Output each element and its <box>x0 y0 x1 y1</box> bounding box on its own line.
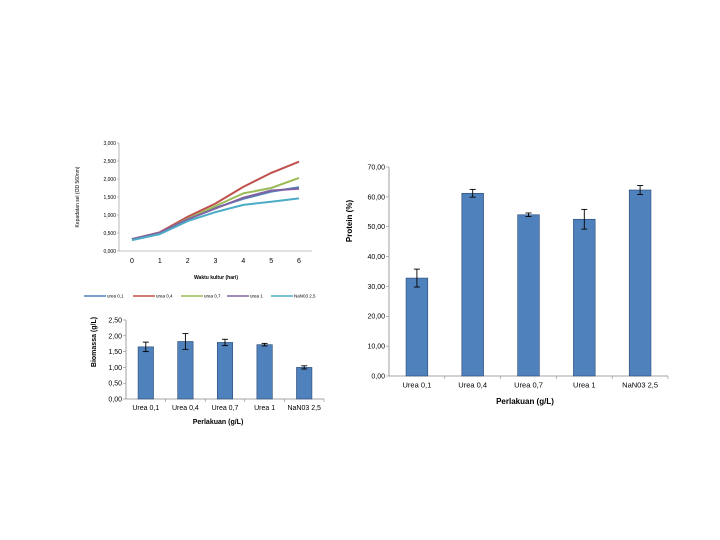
line-chart-x-tick-label: 3 <box>214 258 218 265</box>
biomassa-category-label-5: NaN03 2,5 <box>287 405 321 412</box>
line-chart-y-tick-label: 1,000 <box>103 213 116 219</box>
legend-label-1: urea 0,1 <box>107 294 124 299</box>
protein-y-tick-label: 40,00 <box>367 254 385 261</box>
biomassa-y-tick-label: 2,00 <box>108 333 122 340</box>
line-chart-ylabel: Kepadatan sel (OD 560nm) <box>75 166 81 227</box>
biomassa-ylabel: Biomassa (g/L) <box>91 317 98 367</box>
protein-xlabel: Perlakuan (g/L) <box>496 397 554 406</box>
biomassa-category-label-1: Urea 0,1 <box>132 405 159 412</box>
protein-bar-2 <box>461 192 484 377</box>
line-chart-y-tick-label: 1,500 <box>103 195 116 201</box>
biomassa-y-tick-label: 0,50 <box>108 381 122 388</box>
protein-bar-5 <box>628 189 652 377</box>
protein-y-tick-label: 70,00 <box>367 164 385 171</box>
line-chart-x-tick-label: 2 <box>186 258 190 265</box>
protein-category-label-5: NaN03 2,5 <box>622 381 658 390</box>
line-chart-y-tick-label: 0,000 <box>103 249 116 255</box>
protein-bar-3 <box>517 214 540 377</box>
protein-y-tick-label: 20,00 <box>367 314 385 321</box>
legend-label-2: urea 0,4 <box>156 294 173 299</box>
biomassa-xlabel: Perlakuan (g/L) <box>193 419 244 426</box>
protein-category-label-1: Urea 0,1 <box>403 381 432 390</box>
line-series-4 <box>131 187 300 241</box>
biomassa-plot: 0,00 0,50 1,00 1,50 2,00 2,50 Urea 0,1 Urea 0,4… <box>108 317 325 412</box>
biomassa-y-tick-label: 1,00 <box>108 365 122 372</box>
protein-y-tick-label: 30,00 <box>367 284 385 291</box>
line-chart-xlabel: Waktu kultur (hari) <box>194 275 238 281</box>
protein-plot: 0,00 10,00 20,00 30,00 40,00 50,00 60,00 70,00 U… <box>367 164 669 390</box>
protein-y-tick-label: 10,00 <box>367 344 385 351</box>
legend-label-5: NaN03 2,5 <box>294 294 316 299</box>
biomassa-category-label-4: Urea 1 <box>254 405 275 412</box>
line-chart-y-tick-label: 0,500 <box>103 231 116 237</box>
protein-ylabel: Protein (%) <box>345 200 354 243</box>
line-chart-x-tick-label: 6 <box>297 258 301 265</box>
biomassa-y-tick-label: 2,50 <box>108 317 122 324</box>
protein-bar-1 <box>405 277 429 377</box>
line-chart-x-tick-label: 5 <box>269 258 273 265</box>
line-chart-x-tick-label: 4 <box>241 258 245 265</box>
line-series-5 <box>131 197 300 242</box>
line-chart-legend: urea 0,1 urea 0,4 urea 0,7 urea 1 NaN03 2,5 <box>84 294 316 299</box>
protein-category-label-4: Urea 1 <box>573 381 596 390</box>
line-chart-x-tick-label: 1 <box>158 258 162 265</box>
legend-label-3: urea 0,7 <box>204 294 221 299</box>
line-chart-x-tick-label: 0 <box>130 258 134 265</box>
biomassa-category-label-2: Urea 0,4 <box>172 405 199 412</box>
line-chart-y-tick-label: 3,000 <box>103 141 116 147</box>
protein-category-label-3: Urea 0,7 <box>514 381 543 390</box>
protein-bar-4 <box>573 218 596 377</box>
line-chart-y-tick-label: 2,000 <box>103 177 116 183</box>
biomassa-y-tick-label: 1,50 <box>108 349 122 356</box>
protein-y-tick-label: 50,00 <box>367 224 385 231</box>
protein-y-tick-label: 0,00 <box>371 373 385 380</box>
line-chart-plot: 0,000 0,500 1,000 1,500 2,000 2,500 3,000 0 1 2 3 4… <box>103 141 312 265</box>
biomassa-y-tick-label: 0,00 <box>108 396 122 403</box>
legend-label-4: urea 1 <box>250 294 263 299</box>
protein-category-label-2: Urea 0,4 <box>458 381 487 390</box>
biomassa-category-label-3: Urea 0,7 <box>212 405 239 412</box>
line-chart-y-tick-label: 2,500 <box>103 159 116 165</box>
protein-y-tick-label: 60,00 <box>367 194 385 201</box>
